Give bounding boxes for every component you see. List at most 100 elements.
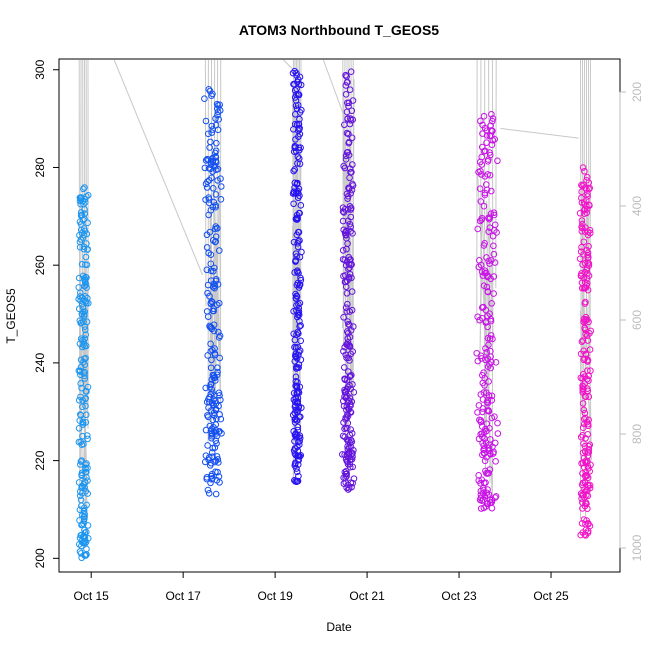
data-point: [203, 308, 211, 315]
data-point: [485, 469, 493, 477]
data-point: [204, 313, 212, 320]
data-point: [340, 347, 347, 355]
data-point: [296, 73, 304, 81]
data-point: [295, 364, 302, 371]
profile-line: [488, 59, 490, 275]
data-point: [214, 111, 221, 119]
data-point: [81, 210, 89, 217]
data-point: [489, 450, 497, 457]
data-point: [491, 227, 498, 234]
data-point: [297, 202, 305, 209]
data-point: [75, 424, 83, 432]
data-point: [491, 135, 499, 143]
data-point: [290, 200, 297, 208]
data-point: [344, 195, 351, 202]
data-point: [347, 204, 355, 212]
data-point: [488, 117, 496, 125]
data-point: [342, 91, 350, 98]
data-point: [77, 458, 85, 465]
data-point: [210, 305, 217, 313]
data-point: [582, 459, 590, 466]
data-point: [479, 371, 486, 379]
data-point: [480, 202, 488, 210]
data-point: [583, 266, 590, 274]
data-point: [78, 469, 86, 477]
data-point: [78, 294, 86, 301]
data-point: [293, 85, 300, 93]
data-point: [209, 283, 217, 291]
data-point: [579, 337, 587, 344]
data-point: [209, 158, 217, 166]
data-point: [349, 161, 356, 168]
data-point: [83, 240, 90, 247]
data-point: [481, 435, 488, 443]
data-point: [347, 402, 354, 409]
data-point: [291, 437, 298, 445]
data-point: [350, 388, 358, 396]
data-point: [84, 464, 91, 472]
data-point: [297, 322, 304, 329]
data-point: [583, 202, 590, 210]
data-point: [341, 121, 348, 129]
data-point: [350, 446, 357, 454]
data-point: [216, 354, 224, 362]
data-points: [75, 67, 595, 562]
data-point: [202, 384, 209, 392]
data-point: [579, 224, 586, 232]
data-point: [209, 453, 216, 460]
data-point: [488, 110, 495, 118]
data-point: [80, 296, 88, 304]
data-point: [294, 153, 302, 161]
x-axis: Oct 15 Oct 17 Oct 19 Oct 21 Oct 23 Oct 25: [74, 571, 569, 603]
data-point: [348, 186, 356, 194]
data-point: [206, 322, 213, 330]
data-point: [581, 184, 589, 191]
data-point: [342, 82, 350, 89]
data-point: [581, 210, 588, 218]
data-point: [81, 504, 88, 512]
data-point: [290, 330, 297, 338]
data-point: [82, 253, 90, 261]
data-point: [205, 177, 213, 184]
data-point: [475, 168, 482, 176]
data-point: [214, 177, 221, 184]
data-point: [291, 460, 299, 468]
data-point: [203, 266, 211, 274]
data-point: [292, 216, 300, 223]
data-point: [584, 387, 592, 395]
data-point: [494, 157, 501, 165]
data-point: [584, 492, 592, 500]
data-point: [207, 364, 215, 372]
data-point: [83, 551, 90, 558]
data-point: [84, 191, 92, 199]
data-point: [488, 300, 495, 307]
data-point: [78, 260, 86, 268]
data-point: [296, 209, 303, 217]
y-axis-title: T_GEOS5: [4, 288, 18, 344]
data-point: [343, 227, 350, 235]
data-point: [82, 387, 90, 395]
data-point: [487, 187, 495, 195]
data-point: [204, 130, 212, 138]
data-point: [347, 408, 355, 416]
data-point: [292, 350, 299, 358]
data-point: [212, 233, 220, 240]
data-point: [211, 284, 218, 292]
data-point: [345, 151, 353, 159]
data-point: [291, 184, 298, 191]
data-point: [578, 243, 585, 251]
data-point: [79, 304, 87, 311]
data-point: [78, 384, 85, 392]
data-point: [579, 470, 586, 477]
data-point: [349, 97, 357, 104]
data-point: [208, 356, 215, 364]
data-point: [215, 389, 223, 397]
data-point: [345, 102, 352, 110]
data-point: [80, 185, 87, 193]
data-point: [293, 389, 301, 396]
data-point: [581, 201, 588, 208]
data-point: [579, 164, 587, 171]
data-point: [579, 383, 587, 390]
data-point: [82, 411, 90, 419]
